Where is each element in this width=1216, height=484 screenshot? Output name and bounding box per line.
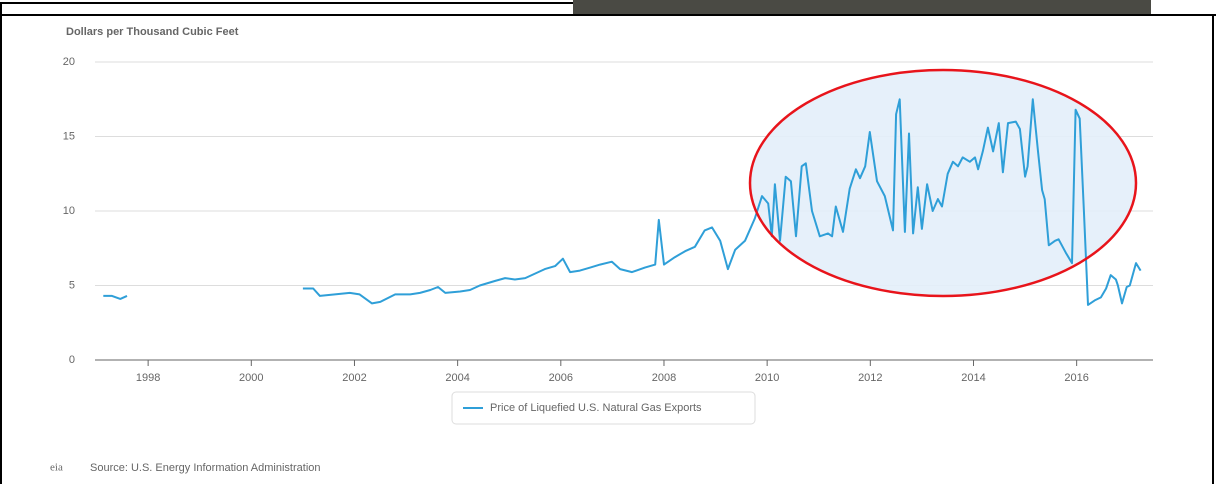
y-tick-label: 10 <box>63 205 75 217</box>
y-tick-label: 0 <box>69 354 75 366</box>
photo-strip <box>573 0 1151 15</box>
logo: eia <box>50 462 63 474</box>
grid: 0 5 10 15 20 1998 2000 2002 2004 2006 2008 2010 2012… <box>63 56 1153 384</box>
x-tick-label: 2004 <box>445 372 469 384</box>
highlight-circle <box>748 68 1138 298</box>
x-tick-label: 2014 <box>961 372 985 384</box>
data-line <box>103 294 128 300</box>
source: Source: U.S. Energy Information Administ… <box>90 462 321 474</box>
x-tick-label: 2002 <box>342 372 366 384</box>
y-tick-label: 20 <box>63 56 75 68</box>
x-tick-label: 2008 <box>652 372 676 384</box>
x-tick-label: 1998 <box>136 372 160 384</box>
y-tick-label: 5 <box>69 279 75 291</box>
x-tick-label: 2000 <box>239 372 263 384</box>
legend-label: Price of Liquefied U.S. Natural Gas Expo… <box>490 402 702 414</box>
x-tick-label: 2006 <box>549 372 573 384</box>
highlight-fill <box>750 70 1136 296</box>
x-tick-label: 2016 <box>1064 372 1088 384</box>
x-tick-label: 2010 <box>755 372 779 384</box>
lines <box>103 98 1142 306</box>
x-tick-label: 2012 <box>858 372 882 384</box>
y-tick-label: 15 <box>63 130 75 142</box>
legend-box <box>451 391 756 425</box>
axis-title: Dollars per Thousand Cubic Feet <box>66 26 239 38</box>
data-line <box>302 98 1142 306</box>
